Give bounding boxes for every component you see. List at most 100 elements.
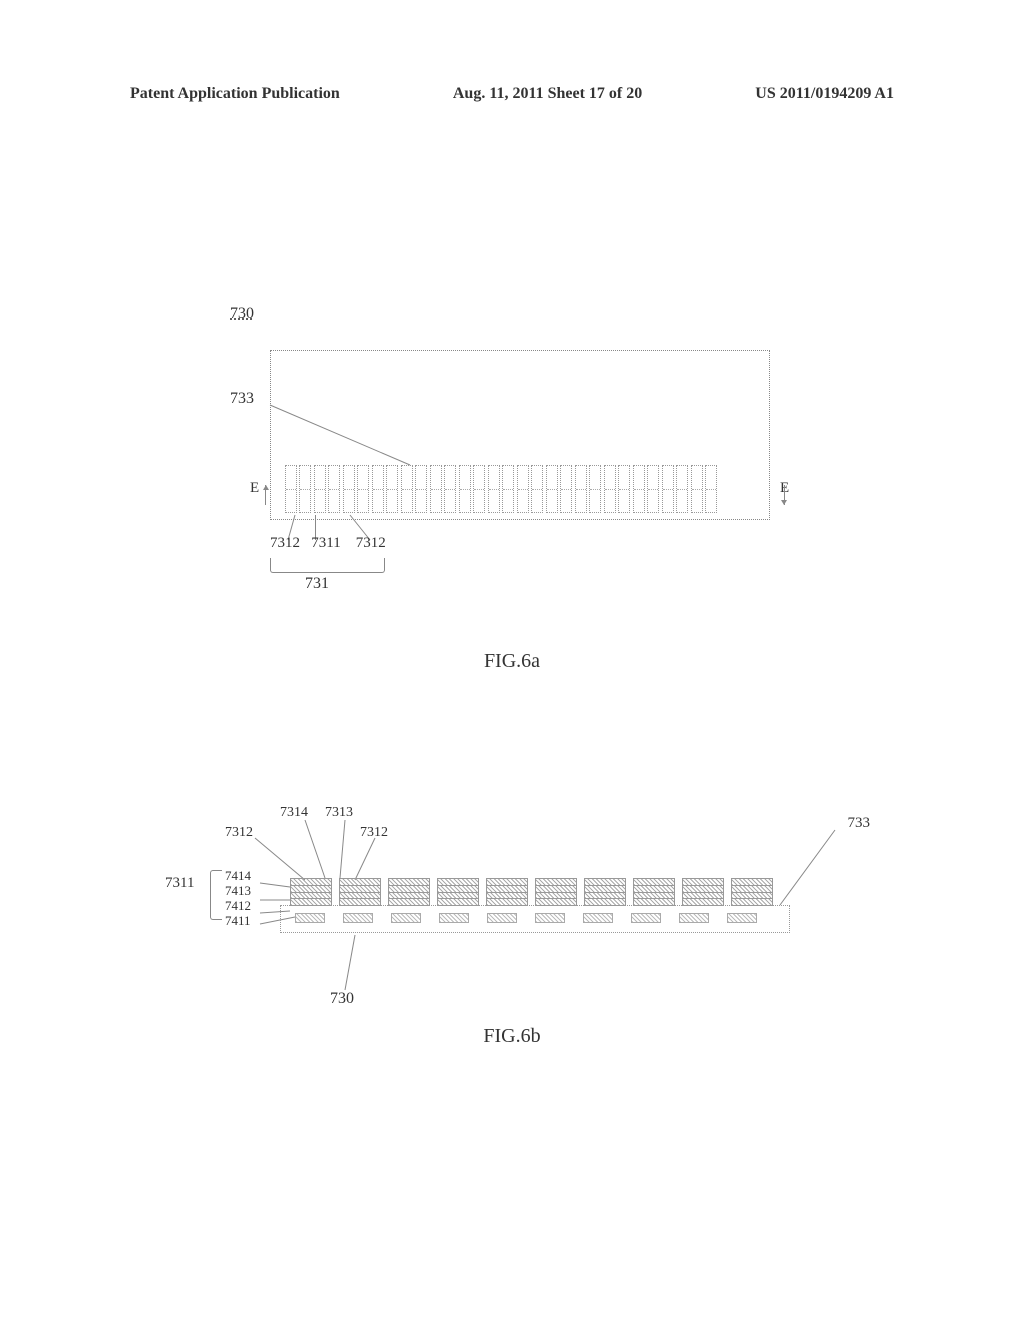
layer-stack — [437, 878, 479, 906]
element-pair — [343, 465, 369, 515]
e-arrow-left-icon — [265, 485, 280, 505]
element-pair — [604, 465, 630, 515]
label-7411: 7411 — [225, 913, 251, 929]
label-731: 731 — [305, 575, 329, 593]
element — [604, 465, 616, 513]
bottom-element — [343, 913, 373, 923]
readline-730b — [330, 935, 360, 995]
label-733: 733 — [848, 815, 871, 832]
element — [343, 465, 355, 513]
label-7413: 7413 — [225, 883, 251, 899]
bottom-element — [631, 913, 661, 923]
element-pair — [575, 465, 601, 515]
layer — [339, 885, 381, 892]
layer — [584, 878, 626, 885]
layer-stack — [535, 878, 577, 906]
element-pair — [546, 465, 572, 515]
element — [415, 465, 427, 513]
fig6b-bottom-row — [295, 910, 775, 925]
element — [386, 465, 398, 513]
brace-731 — [270, 558, 385, 573]
layer — [633, 878, 675, 885]
layer — [486, 885, 528, 892]
bottom-element — [295, 913, 325, 923]
bottom-element — [487, 913, 517, 923]
element — [647, 465, 659, 513]
figure-6b: 7314 7313 7312 7312 733 7311 7414 7413 7… — [150, 790, 870, 1030]
layer — [731, 892, 773, 899]
element-pair — [401, 465, 427, 515]
element — [589, 465, 601, 513]
layer — [290, 892, 332, 899]
label-733: 733 — [230, 390, 254, 408]
element — [502, 465, 514, 513]
element-pair — [314, 465, 340, 515]
bottom-element — [391, 913, 421, 923]
layer — [437, 885, 479, 892]
figure-6a: 730 733 E E 7312 7311 7312 731 — [200, 350, 820, 630]
element — [357, 465, 369, 513]
element — [328, 465, 340, 513]
element — [560, 465, 572, 513]
layer — [682, 892, 724, 899]
layer — [633, 885, 675, 892]
fig6b-stack-row — [290, 878, 780, 906]
layer-stack — [486, 878, 528, 906]
layer-stack — [633, 878, 675, 906]
element — [633, 465, 645, 513]
element — [662, 465, 674, 513]
element — [299, 465, 311, 513]
bottom-element — [535, 913, 565, 923]
element — [430, 465, 442, 513]
layer-stack — [682, 878, 724, 906]
element — [285, 465, 297, 513]
fig6b-caption: FIG.6b — [0, 1025, 1024, 1048]
element-pair — [430, 465, 456, 515]
element — [676, 465, 688, 513]
layer — [388, 892, 430, 899]
fig6a-caption: FIG.6a — [0, 650, 1024, 673]
element — [314, 465, 326, 513]
element — [488, 465, 500, 513]
layer — [633, 892, 675, 899]
layer — [731, 878, 773, 885]
fig6a-element-row — [285, 465, 755, 515]
element — [531, 465, 543, 513]
layer — [437, 878, 479, 885]
element — [618, 465, 630, 513]
readline-7313 — [340, 820, 355, 885]
element-pair — [372, 465, 398, 515]
element — [575, 465, 587, 513]
bottom-element — [727, 913, 757, 923]
element-pair — [285, 465, 311, 515]
element-pair — [517, 465, 543, 515]
readline-733b — [780, 830, 840, 915]
element-pair — [662, 465, 688, 515]
layer — [388, 885, 430, 892]
bottom-element — [679, 913, 709, 923]
element-pair — [488, 465, 514, 515]
layer — [535, 878, 577, 885]
e-arrow-right-icon — [770, 485, 785, 505]
element — [372, 465, 384, 513]
fig6a-bottom-labels: 7312 7311 7312 — [270, 535, 386, 552]
label-7312-right: 7312 — [356, 535, 386, 551]
header-left: Patent Application Publication — [130, 85, 340, 103]
layer — [682, 878, 724, 885]
label-7312-left: 7312 — [225, 825, 253, 841]
label-7312-left: 7312 — [270, 535, 300, 551]
bottom-element — [583, 913, 613, 923]
layer — [339, 878, 381, 885]
element — [705, 465, 717, 513]
patent-header: Patent Application Publication Aug. 11, … — [0, 85, 1024, 103]
layer — [584, 892, 626, 899]
layer — [388, 878, 430, 885]
layer — [486, 892, 528, 899]
label-7414: 7414 — [225, 868, 251, 884]
label-7311: 7311 — [311, 535, 340, 551]
e-marker-left: E — [250, 480, 259, 497]
layer-stack — [388, 878, 430, 906]
label-730: 730 — [230, 305, 254, 323]
brace-7311 — [210, 870, 222, 920]
element — [546, 465, 558, 513]
